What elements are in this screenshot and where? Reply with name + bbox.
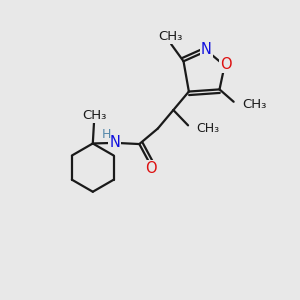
Text: N: N	[201, 42, 212, 57]
Text: O: O	[145, 161, 157, 176]
Text: O: O	[220, 57, 232, 72]
Text: H: H	[102, 128, 111, 141]
Text: CH₃: CH₃	[158, 30, 182, 43]
Text: CH₃: CH₃	[196, 122, 219, 135]
Text: N: N	[109, 135, 120, 150]
Text: CH₃: CH₃	[242, 98, 266, 111]
Text: CH₃: CH₃	[82, 109, 107, 122]
